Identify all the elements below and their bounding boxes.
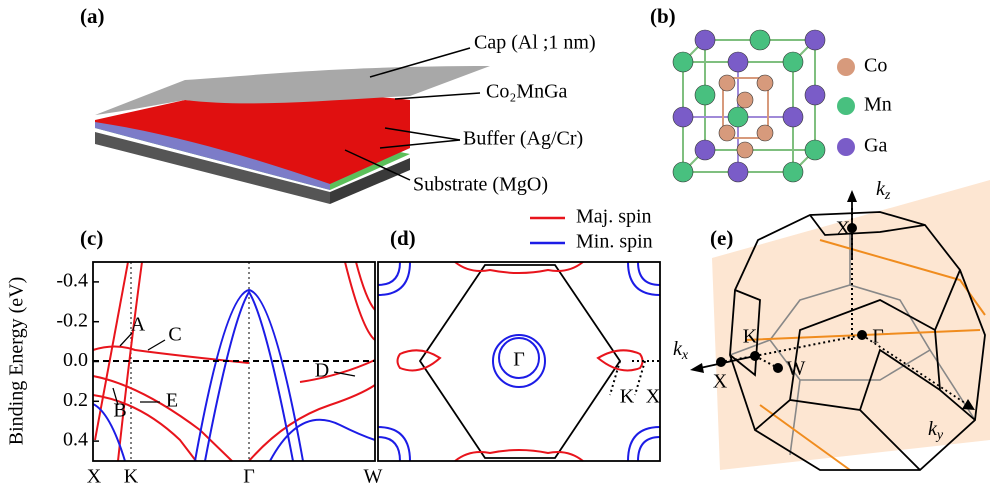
legend-dot xyxy=(837,58,855,76)
legend-label: Maj. spin xyxy=(576,206,652,228)
point-label: K xyxy=(743,326,758,348)
arrowhead xyxy=(690,363,704,373)
band-curve xyxy=(638,262,660,285)
atom xyxy=(695,30,715,50)
band-curve xyxy=(638,437,660,461)
x-tick-label: Γ xyxy=(243,466,255,488)
atom xyxy=(757,75,773,91)
atom xyxy=(719,125,735,141)
atom xyxy=(805,30,825,50)
y-tick-label: -0.2 xyxy=(56,309,88,331)
annotation: E xyxy=(166,390,178,412)
atom xyxy=(737,142,753,158)
layer-label: Buffer (Ag/Cr) xyxy=(463,128,583,150)
point-label: X xyxy=(713,371,728,393)
panel-label: (e) xyxy=(710,226,733,250)
axis-label: kx xyxy=(673,338,689,364)
band-curve xyxy=(455,450,583,461)
point-label: X xyxy=(646,386,661,408)
annotation: C xyxy=(168,324,181,346)
atom xyxy=(728,162,748,182)
band-curve xyxy=(378,437,400,461)
y-tick-label: -0.4 xyxy=(56,269,88,291)
band-curve xyxy=(356,262,375,310)
point xyxy=(716,357,726,367)
legend-label: Co xyxy=(864,55,887,77)
annotation: D xyxy=(315,360,329,382)
layer-label: Cap (Al ;1 nm) xyxy=(474,32,596,54)
x-tick-label: W xyxy=(364,466,383,488)
atom xyxy=(805,140,825,160)
atom xyxy=(805,85,825,105)
layer-label: Co₂MnGa xyxy=(486,81,568,103)
atom xyxy=(695,85,715,105)
atom xyxy=(673,107,693,127)
atom xyxy=(783,52,803,72)
panel-e: (e) kz kx ky X K Γ W X xyxy=(673,178,990,470)
point-label: X xyxy=(836,218,851,240)
band-curve xyxy=(398,350,441,370)
arrowhead xyxy=(847,190,857,202)
panel-b: (b) Co Mn Ga xyxy=(650,4,892,182)
y-axis-label: Binding Energy (eV) xyxy=(6,277,28,446)
point xyxy=(773,363,783,373)
annotation: B xyxy=(113,400,126,422)
panel-label: (b) xyxy=(650,4,676,28)
atom xyxy=(783,162,803,182)
band-curve xyxy=(249,385,375,461)
band-curve xyxy=(300,360,375,382)
annotation: A xyxy=(131,314,146,336)
atom xyxy=(757,125,773,141)
legend-label: Min. spin xyxy=(576,231,653,253)
atom xyxy=(673,52,693,72)
layer-label: Substrate (MgO) xyxy=(413,174,548,196)
atom xyxy=(673,162,693,182)
atom xyxy=(783,107,803,127)
point-label: W xyxy=(787,358,806,380)
panel-label: (d) xyxy=(390,226,416,250)
atom xyxy=(728,107,748,127)
point xyxy=(857,330,867,340)
panel-label: (a) xyxy=(80,4,105,28)
band-curve xyxy=(93,395,196,461)
atom xyxy=(728,52,748,72)
legend-label: Ga xyxy=(864,135,887,157)
figure: (a) Cap (Al ;1 nm) Co₂MnGa Buffer (Ag/Cr… xyxy=(0,0,990,489)
y-tick-label: 0.2 xyxy=(63,389,88,411)
panel-d: (d) Γ K X xyxy=(378,226,661,461)
axis-label: kz xyxy=(876,178,891,204)
panel-a: (a) Cap (Al ;1 nm) Co₂MnGa Buffer (Ag/Cr… xyxy=(80,4,596,204)
point-label: Γ xyxy=(513,349,525,371)
legend-label: Mn xyxy=(864,94,892,116)
legend-dot xyxy=(837,138,855,156)
x-tick-label: K xyxy=(124,466,139,488)
point-label: K xyxy=(620,386,635,408)
panel-label: (c) xyxy=(80,226,103,250)
band-curve xyxy=(455,262,583,273)
y-tick-label: 0.4 xyxy=(63,429,88,451)
legend-dot xyxy=(837,97,855,115)
point xyxy=(750,351,760,361)
atom xyxy=(737,92,753,108)
point-label: Γ xyxy=(872,326,884,348)
band-curve xyxy=(378,262,400,285)
atom xyxy=(750,30,770,50)
atom xyxy=(695,140,715,160)
atom xyxy=(719,75,735,91)
panel-c: (c) Binding Energy (eV) X K Γ W A B C D … xyxy=(6,206,653,488)
x-tick-label: X xyxy=(87,466,102,488)
y-tick-label: 0.0 xyxy=(63,349,88,371)
